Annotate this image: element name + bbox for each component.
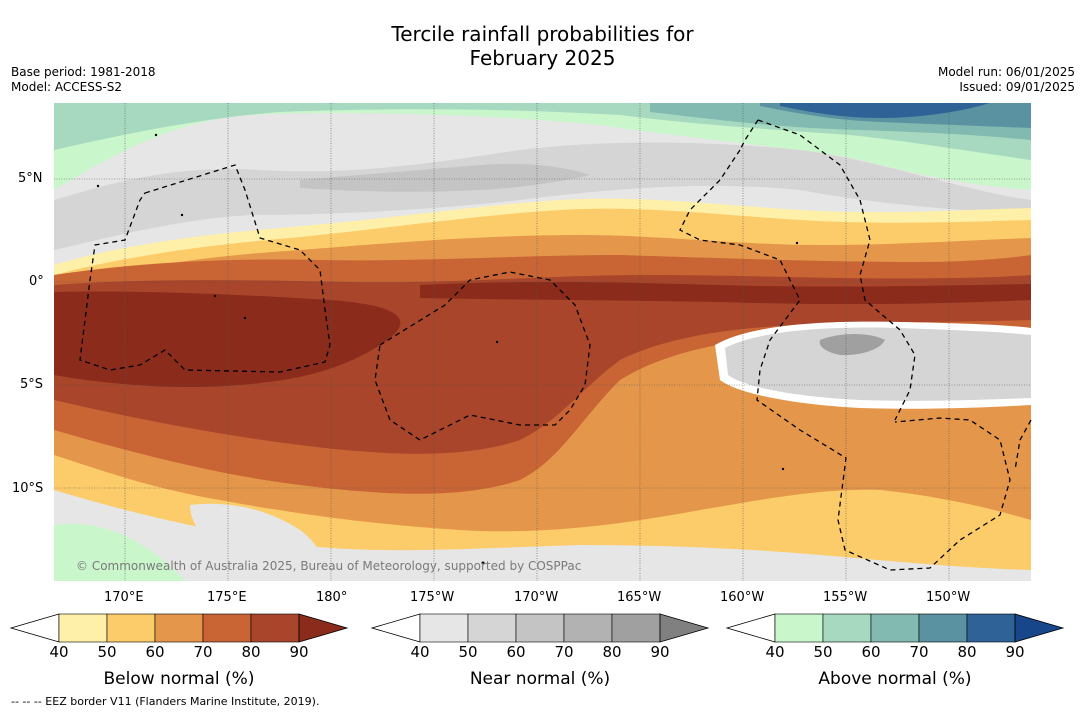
near-normal-south-west	[190, 503, 322, 575]
cb2-tick-40: 40	[765, 643, 785, 661]
cb1-tick-70: 70	[554, 643, 574, 661]
colorbar-0-extend-low	[9, 613, 60, 643]
colorbar-1-segment-3	[563, 613, 613, 643]
model-name: Model: ACCESS-S2	[11, 80, 123, 94]
colorbar-2-segment-0	[774, 613, 824, 643]
title-line-2: February 2025	[469, 46, 616, 70]
colorbar-2-segment-2	[870, 613, 920, 643]
issued-date: Issued: 09/01/2025	[959, 80, 1075, 94]
map-area	[54, 103, 1031, 581]
near-normal-south-east-dark	[819, 334, 885, 356]
lon-label-160W: 160°W	[720, 590, 765, 605]
near-normal-north-dark	[300, 163, 590, 192]
cb2-tick-90: 90	[1005, 643, 1025, 661]
model-run: Model run: 06/01/2025	[937, 65, 1075, 79]
base-period: Base period: 1981-2018	[11, 65, 156, 79]
cb2-caption: Above normal (%)	[818, 669, 972, 689]
cb1-tick-90: 90	[650, 643, 670, 661]
colorbar-1-extend-low	[370, 613, 421, 643]
colorbar-above-normal	[725, 613, 1065, 643]
lon-label-165W: 165°W	[617, 590, 662, 605]
lon-label-180: 180°	[316, 590, 348, 605]
colorbar-0-segment-2	[154, 613, 204, 643]
colorbar-0-segment-3	[202, 613, 252, 643]
below-normal-90	[54, 291, 401, 387]
cb1-tick-50: 50	[458, 643, 478, 661]
lon-label-170E: 170°E	[104, 590, 144, 605]
cb1-tick-40: 40	[410, 643, 430, 661]
cb1-caption: Near normal (%)	[469, 669, 611, 689]
island-6	[781, 467, 785, 471]
near-normal-south-east-fill	[725, 327, 1031, 401]
colorbar-0-extend-high	[298, 613, 349, 643]
eez-border-line-islands-west	[679, 149, 1011, 571]
cb0-caption: Below normal (%)	[103, 669, 255, 689]
colorbar-0-segment-1	[106, 613, 156, 643]
colorbar-1-extend-high	[659, 613, 710, 643]
below-normal-90-east	[420, 281, 1031, 305]
colorbar-2-segment-1	[822, 613, 872, 643]
near-normal-north	[54, 142, 1031, 250]
gridlines	[54, 103, 1031, 581]
island-8	[154, 133, 158, 137]
above-normal-south-west	[54, 523, 185, 581]
island-5	[795, 241, 799, 245]
eez-border-kiribati-gilbert	[79, 164, 331, 373]
eez-border-line-islands-north	[739, 119, 759, 151]
colorbar-1-segment-1	[467, 613, 517, 643]
colorbar-below-normal	[9, 613, 349, 643]
eez-border-tokelau	[374, 271, 591, 441]
eez-footnote: -- -- -- EEZ border V11 (Flanders Marine…	[11, 695, 320, 708]
lon-label-170W: 170°W	[514, 590, 559, 605]
title-line-1: Tercile rainfall probabilities for	[391, 22, 694, 46]
colorbar-near-normal	[370, 613, 710, 643]
colorbar-2-extend-high	[1014, 613, 1065, 643]
eez-borders	[79, 119, 1032, 571]
lat-label-0: 0°	[29, 274, 44, 289]
lon-label-175E: 175°E	[207, 590, 247, 605]
copyright-text: © Commonwealth of Australia 2025, Bureau…	[76, 559, 581, 573]
island-7	[96, 184, 100, 188]
lon-label-150W: 150°W	[926, 590, 971, 605]
eez-border-line-islands	[757, 119, 916, 421]
lon-label-155W: 155°W	[823, 590, 868, 605]
cb0-tick-60: 60	[145, 643, 165, 661]
colorbar-0-segment-0	[58, 613, 108, 643]
colorbar-2-extend-low	[725, 613, 776, 643]
colorbar-2-segment-3	[918, 613, 968, 643]
cb0-tick-50: 50	[97, 643, 117, 661]
colorbar-1-segment-4	[611, 613, 661, 643]
meta-left: Base period: 1981-2018 Model: ACCESS-S2	[11, 65, 156, 95]
cb1-tick-80: 80	[602, 643, 622, 661]
colorbar-0-segment-4	[250, 613, 300, 643]
meta-right: Model run: 06/01/2025 Issued: 09/01/2025	[938, 65, 1075, 95]
colorbar-2-segment-4	[966, 613, 1016, 643]
cb2-tick-50: 50	[813, 643, 833, 661]
island-markers	[96, 133, 799, 565]
cb0-tick-70: 70	[193, 643, 213, 661]
island-3	[243, 316, 247, 320]
lat-label-10S: 10°S	[12, 481, 44, 496]
cb2-tick-70: 70	[909, 643, 929, 661]
map-title: Tercile rainfall probabilities for Febru…	[0, 22, 1085, 70]
island-1	[180, 213, 184, 217]
above-normal-core-north-3	[780, 103, 990, 118]
lat-label-5S: 5°S	[20, 377, 44, 392]
cb0-tick-40: 40	[49, 643, 69, 661]
island-4	[495, 340, 499, 344]
cb0-tick-80: 80	[241, 643, 261, 661]
lat-label-5N: 5°N	[18, 171, 43, 186]
eez-border-east-edge	[1014, 419, 1032, 471]
island-9	[481, 561, 485, 565]
cb0-tick-90: 90	[289, 643, 309, 661]
colorbar-1-segment-2	[515, 613, 565, 643]
lon-label-175W: 175°W	[410, 590, 455, 605]
cb2-tick-80: 80	[957, 643, 977, 661]
cb1-tick-60: 60	[506, 643, 526, 661]
island-2	[213, 294, 217, 298]
cb2-tick-60: 60	[861, 643, 881, 661]
colorbar-1-segment-0	[419, 613, 469, 643]
